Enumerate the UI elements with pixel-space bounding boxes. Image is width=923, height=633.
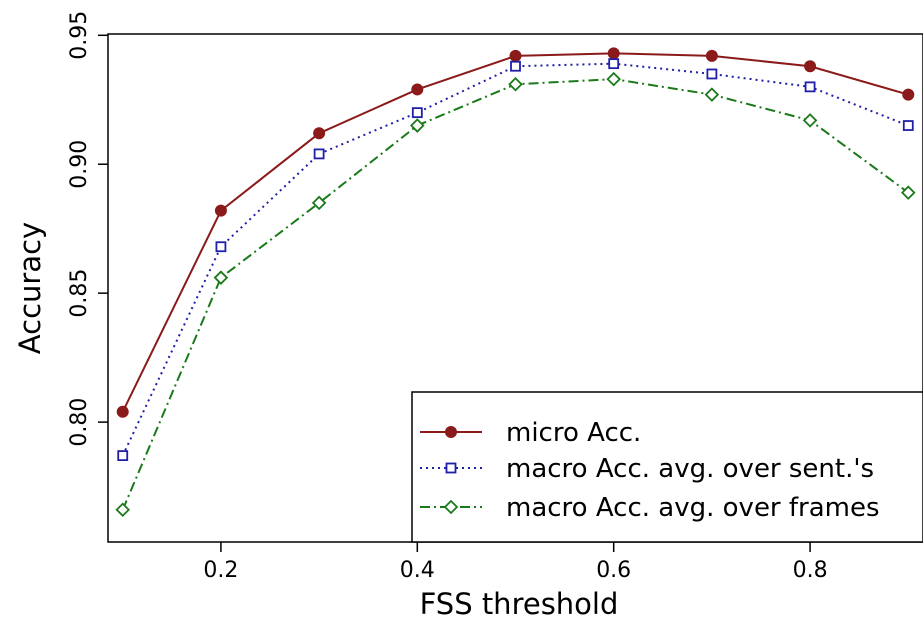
data-point (802, 113, 818, 128)
data-point (215, 241, 227, 253)
data-point (804, 60, 817, 73)
data-point (510, 60, 521, 72)
data-point (213, 270, 229, 285)
data-point (411, 107, 423, 119)
x-axis-title: FSS threshold (420, 587, 619, 621)
axes: 0.2 0.4 0.6 0.8 0.80 0.85 0.90 0.95 (67, 11, 828, 583)
legend-label: macro Acc. avg. over sent.'s (506, 454, 874, 484)
series-1 (116, 47, 915, 418)
data-point (117, 450, 129, 462)
data-point (607, 47, 620, 60)
data-point (704, 87, 720, 102)
data-point (608, 58, 620, 70)
y-tick-label: 0.80 (67, 398, 92, 447)
legend-marker (445, 462, 457, 474)
legend-label: macro Acc. avg. over frames (506, 493, 880, 523)
data-point (116, 405, 129, 418)
y-tick-label: 0.95 (67, 11, 92, 60)
data-point (311, 195, 327, 211)
data-point (313, 148, 325, 160)
legend-box (411, 391, 923, 543)
series-line (121, 52, 909, 413)
y-axis-title: Accuracy (13, 222, 47, 354)
data-point (804, 81, 816, 93)
data-point (410, 118, 425, 133)
data-point (900, 185, 916, 200)
data-point (705, 49, 718, 62)
y-tick-label: 0.85 (67, 269, 92, 318)
data-point (902, 88, 915, 101)
series-2 (117, 58, 914, 462)
series-3 (115, 71, 916, 518)
y-tick-label: 0.90 (67, 140, 92, 189)
legend-marker (443, 499, 459, 515)
legend-label: micro Acc. (506, 418, 641, 448)
x-tick-label: 0.2 (203, 558, 238, 583)
data-point (902, 120, 914, 131)
data-point (214, 204, 227, 217)
x-tick-label: 0.8 (793, 558, 828, 583)
data-point (411, 83, 424, 96)
data-point (508, 77, 523, 92)
data-point (313, 127, 326, 140)
data-point (509, 49, 522, 62)
legend-marker (445, 426, 457, 438)
series-layer (115, 47, 916, 518)
x-tick-label: 0.6 (596, 558, 631, 583)
x-tick-label: 0.4 (400, 558, 435, 583)
data-point (706, 68, 718, 80)
legend: micro Acc. macro Acc. avg. over sent.'s ma… (411, 391, 923, 543)
data-point (606, 71, 621, 87)
data-point (115, 502, 131, 518)
